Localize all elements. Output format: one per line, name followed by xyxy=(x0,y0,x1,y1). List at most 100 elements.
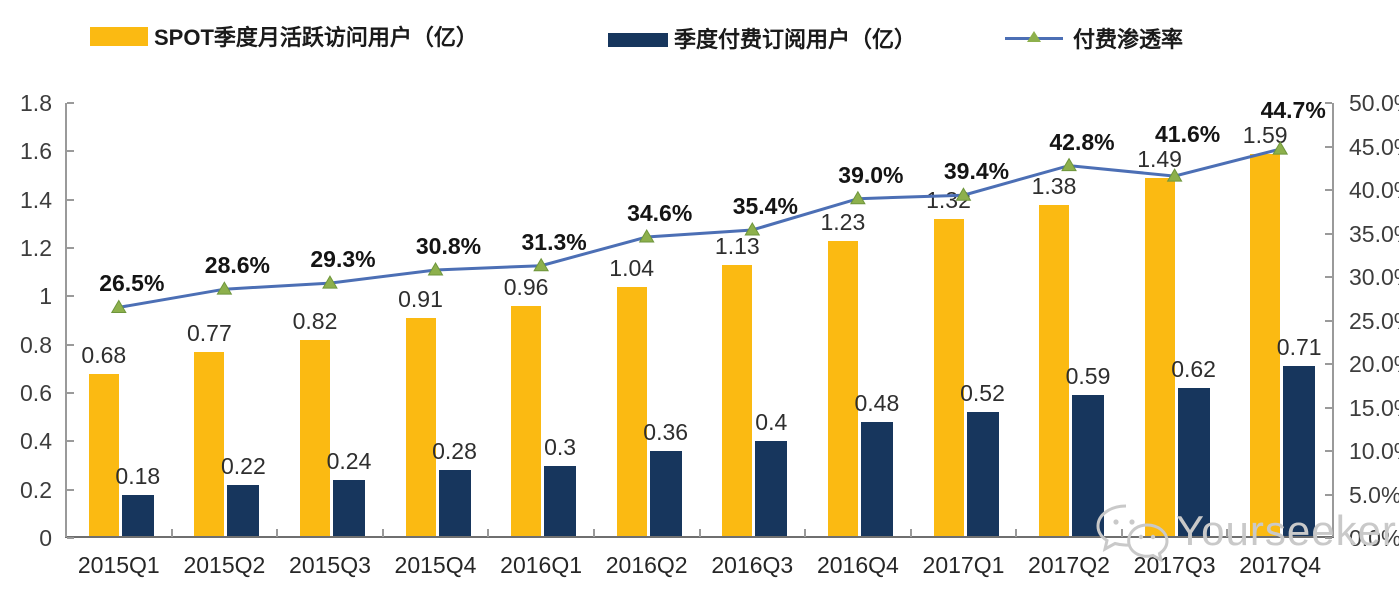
mau-legend-label: SPOT季度月活跃访问用户（亿） xyxy=(154,25,478,50)
penetration-marker xyxy=(533,257,549,272)
penetration-value-label: 39.0% xyxy=(838,161,904,188)
x-axis-tick xyxy=(65,529,67,537)
penetration-legend-line-icon xyxy=(1005,30,1063,46)
subscribers-bar xyxy=(1072,395,1104,536)
y-axis-left-tick-label: 0.8 xyxy=(20,331,52,358)
x-axis-tick xyxy=(804,529,807,537)
x-axis-category-label: 2015Q4 xyxy=(394,552,477,578)
y-axis-right-tick xyxy=(1325,276,1332,278)
subscribers-value-label: 0.4 xyxy=(755,409,788,436)
y-axis-right-tick-label: 50.0% xyxy=(1349,90,1399,116)
x-axis-category-label: 2017Q3 xyxy=(1133,552,1216,578)
penetration-value-label: 42.8% xyxy=(1049,128,1115,155)
penetration-marker xyxy=(216,281,233,295)
legend-item-penetration: 付费渗透率 xyxy=(1005,22,1183,54)
penetration-value-label: 26.5% xyxy=(99,270,165,297)
x-axis-tick xyxy=(1332,529,1334,537)
subscribers-value-label: 0.71 xyxy=(1276,334,1322,361)
penetration-marker xyxy=(322,275,338,289)
y-axis-right-tick xyxy=(1325,189,1332,191)
y-axis-left-tick xyxy=(67,392,74,394)
mau-value-label: 1.13 xyxy=(714,232,760,259)
y-axis-right-tick-label: 20.0% xyxy=(1349,351,1399,377)
penetration-value-label: 44.7% xyxy=(1260,96,1326,123)
y-axis-left-tick xyxy=(67,440,74,443)
y-axis-right-tick xyxy=(1325,537,1332,539)
y-axis-right-tick-label: 15.0% xyxy=(1349,394,1399,421)
y-axis-right-tick xyxy=(1325,450,1332,452)
x-axis-category-label: 2016Q1 xyxy=(500,552,583,578)
y-axis-left-tick xyxy=(67,295,74,298)
subscribers-bar xyxy=(121,494,154,536)
subscribers-bar xyxy=(438,470,471,536)
watermark-text: Yourseeker xyxy=(1176,507,1397,554)
mau-bar xyxy=(1144,177,1175,536)
mau-bar xyxy=(88,373,119,536)
watermark: Yourseeker xyxy=(1092,500,1397,562)
x-axis-category-label: 2016Q2 xyxy=(605,552,688,578)
y-axis-left-tick-label: 1.2 xyxy=(20,235,52,261)
penetration-line xyxy=(118,147,1281,309)
subscribers-bar xyxy=(227,484,260,536)
mau-bar xyxy=(405,318,436,536)
subscribers-value-label: 0.59 xyxy=(1065,363,1111,390)
penetration-marker xyxy=(638,228,655,243)
y-axis-right-tick-label: 5.0% xyxy=(1349,481,1399,508)
subscribers-value-label: 0.36 xyxy=(643,419,689,445)
y-axis-right-tick xyxy=(1325,363,1332,365)
subscribers-bar xyxy=(649,451,682,536)
mau-bar xyxy=(300,339,330,536)
penetration-marker xyxy=(1061,157,1077,172)
subscribers-value-label: 0.62 xyxy=(1171,356,1216,383)
x-axis-category-label: 2017Q1 xyxy=(922,552,1005,578)
subscribers-bar xyxy=(1177,388,1210,536)
y-axis-left-tick xyxy=(67,488,74,491)
y-axis-left-tick xyxy=(67,343,74,346)
mau-value-label: 0.91 xyxy=(398,286,443,313)
y-axis-right-tick-label: 25.0% xyxy=(1349,307,1399,334)
legend-item-subscribers: 季度付费订阅用户（亿） xyxy=(608,22,916,54)
mau-bar xyxy=(616,286,647,536)
y-axis-right-tick xyxy=(1325,493,1332,496)
y-axis-right-tick-label: 35.0% xyxy=(1349,220,1399,247)
mau-bar xyxy=(194,351,225,536)
x-axis-category-label: 2015Q3 xyxy=(289,552,371,578)
x-axis-category-label: 2017Q4 xyxy=(1239,552,1322,578)
penetration-value-label: 30.8% xyxy=(415,233,482,259)
x-axis-category-label: 2017Q2 xyxy=(1028,552,1110,578)
y-axis-right-tick xyxy=(1325,319,1332,322)
x-axis-category-label: 2016Q3 xyxy=(711,552,794,578)
x-axis-category-label: 2016Q4 xyxy=(816,552,899,578)
y-axis-right-tick-label: 30.0% xyxy=(1349,264,1399,290)
y-axis-left-tick-label: 1.8 xyxy=(20,90,52,116)
mau-value-label: 0.68 xyxy=(81,341,127,368)
y-axis-right-tick-label: 45.0% xyxy=(1349,133,1399,160)
y-axis-left-tick-label: 0.4 xyxy=(20,428,52,455)
y-axis-right-tick xyxy=(1325,406,1332,409)
mau-bar xyxy=(827,240,858,537)
x-axis-tick xyxy=(381,529,384,537)
y-axis-left-spine xyxy=(65,103,67,538)
legend-item-mau: SPOT季度月活跃访问用户（亿） xyxy=(90,20,478,52)
y-axis-right-tick-label: 10.0% xyxy=(1349,438,1399,464)
mau-value-label: 1.59 xyxy=(1242,121,1288,148)
mau-value-label: 1.04 xyxy=(609,254,655,281)
y-axis-left-tick xyxy=(67,198,74,201)
mau-value-label: 0.77 xyxy=(187,319,232,346)
subscribers-bar xyxy=(860,422,893,536)
subscribers-value-label: 0.3 xyxy=(544,433,577,460)
x-axis-tick xyxy=(170,529,173,537)
subscribers-value-label: 0.28 xyxy=(432,438,477,465)
penetration-value-label: 31.3% xyxy=(521,228,587,255)
x-axis-tick xyxy=(698,529,701,537)
y-axis-left-tick xyxy=(67,537,74,539)
y-axis-left-tick-label: 0.6 xyxy=(20,380,52,406)
penetration-value-label: 41.6% xyxy=(1154,120,1221,147)
y-axis-right-tick xyxy=(1325,145,1332,148)
x-axis-category-label: 2015Q2 xyxy=(183,552,266,578)
mau-value-label: 0.82 xyxy=(292,307,338,334)
mau-bar xyxy=(511,306,542,536)
mau-legend-swatch xyxy=(90,26,148,46)
y-axis-left-tick-label: 0.2 xyxy=(20,476,52,503)
